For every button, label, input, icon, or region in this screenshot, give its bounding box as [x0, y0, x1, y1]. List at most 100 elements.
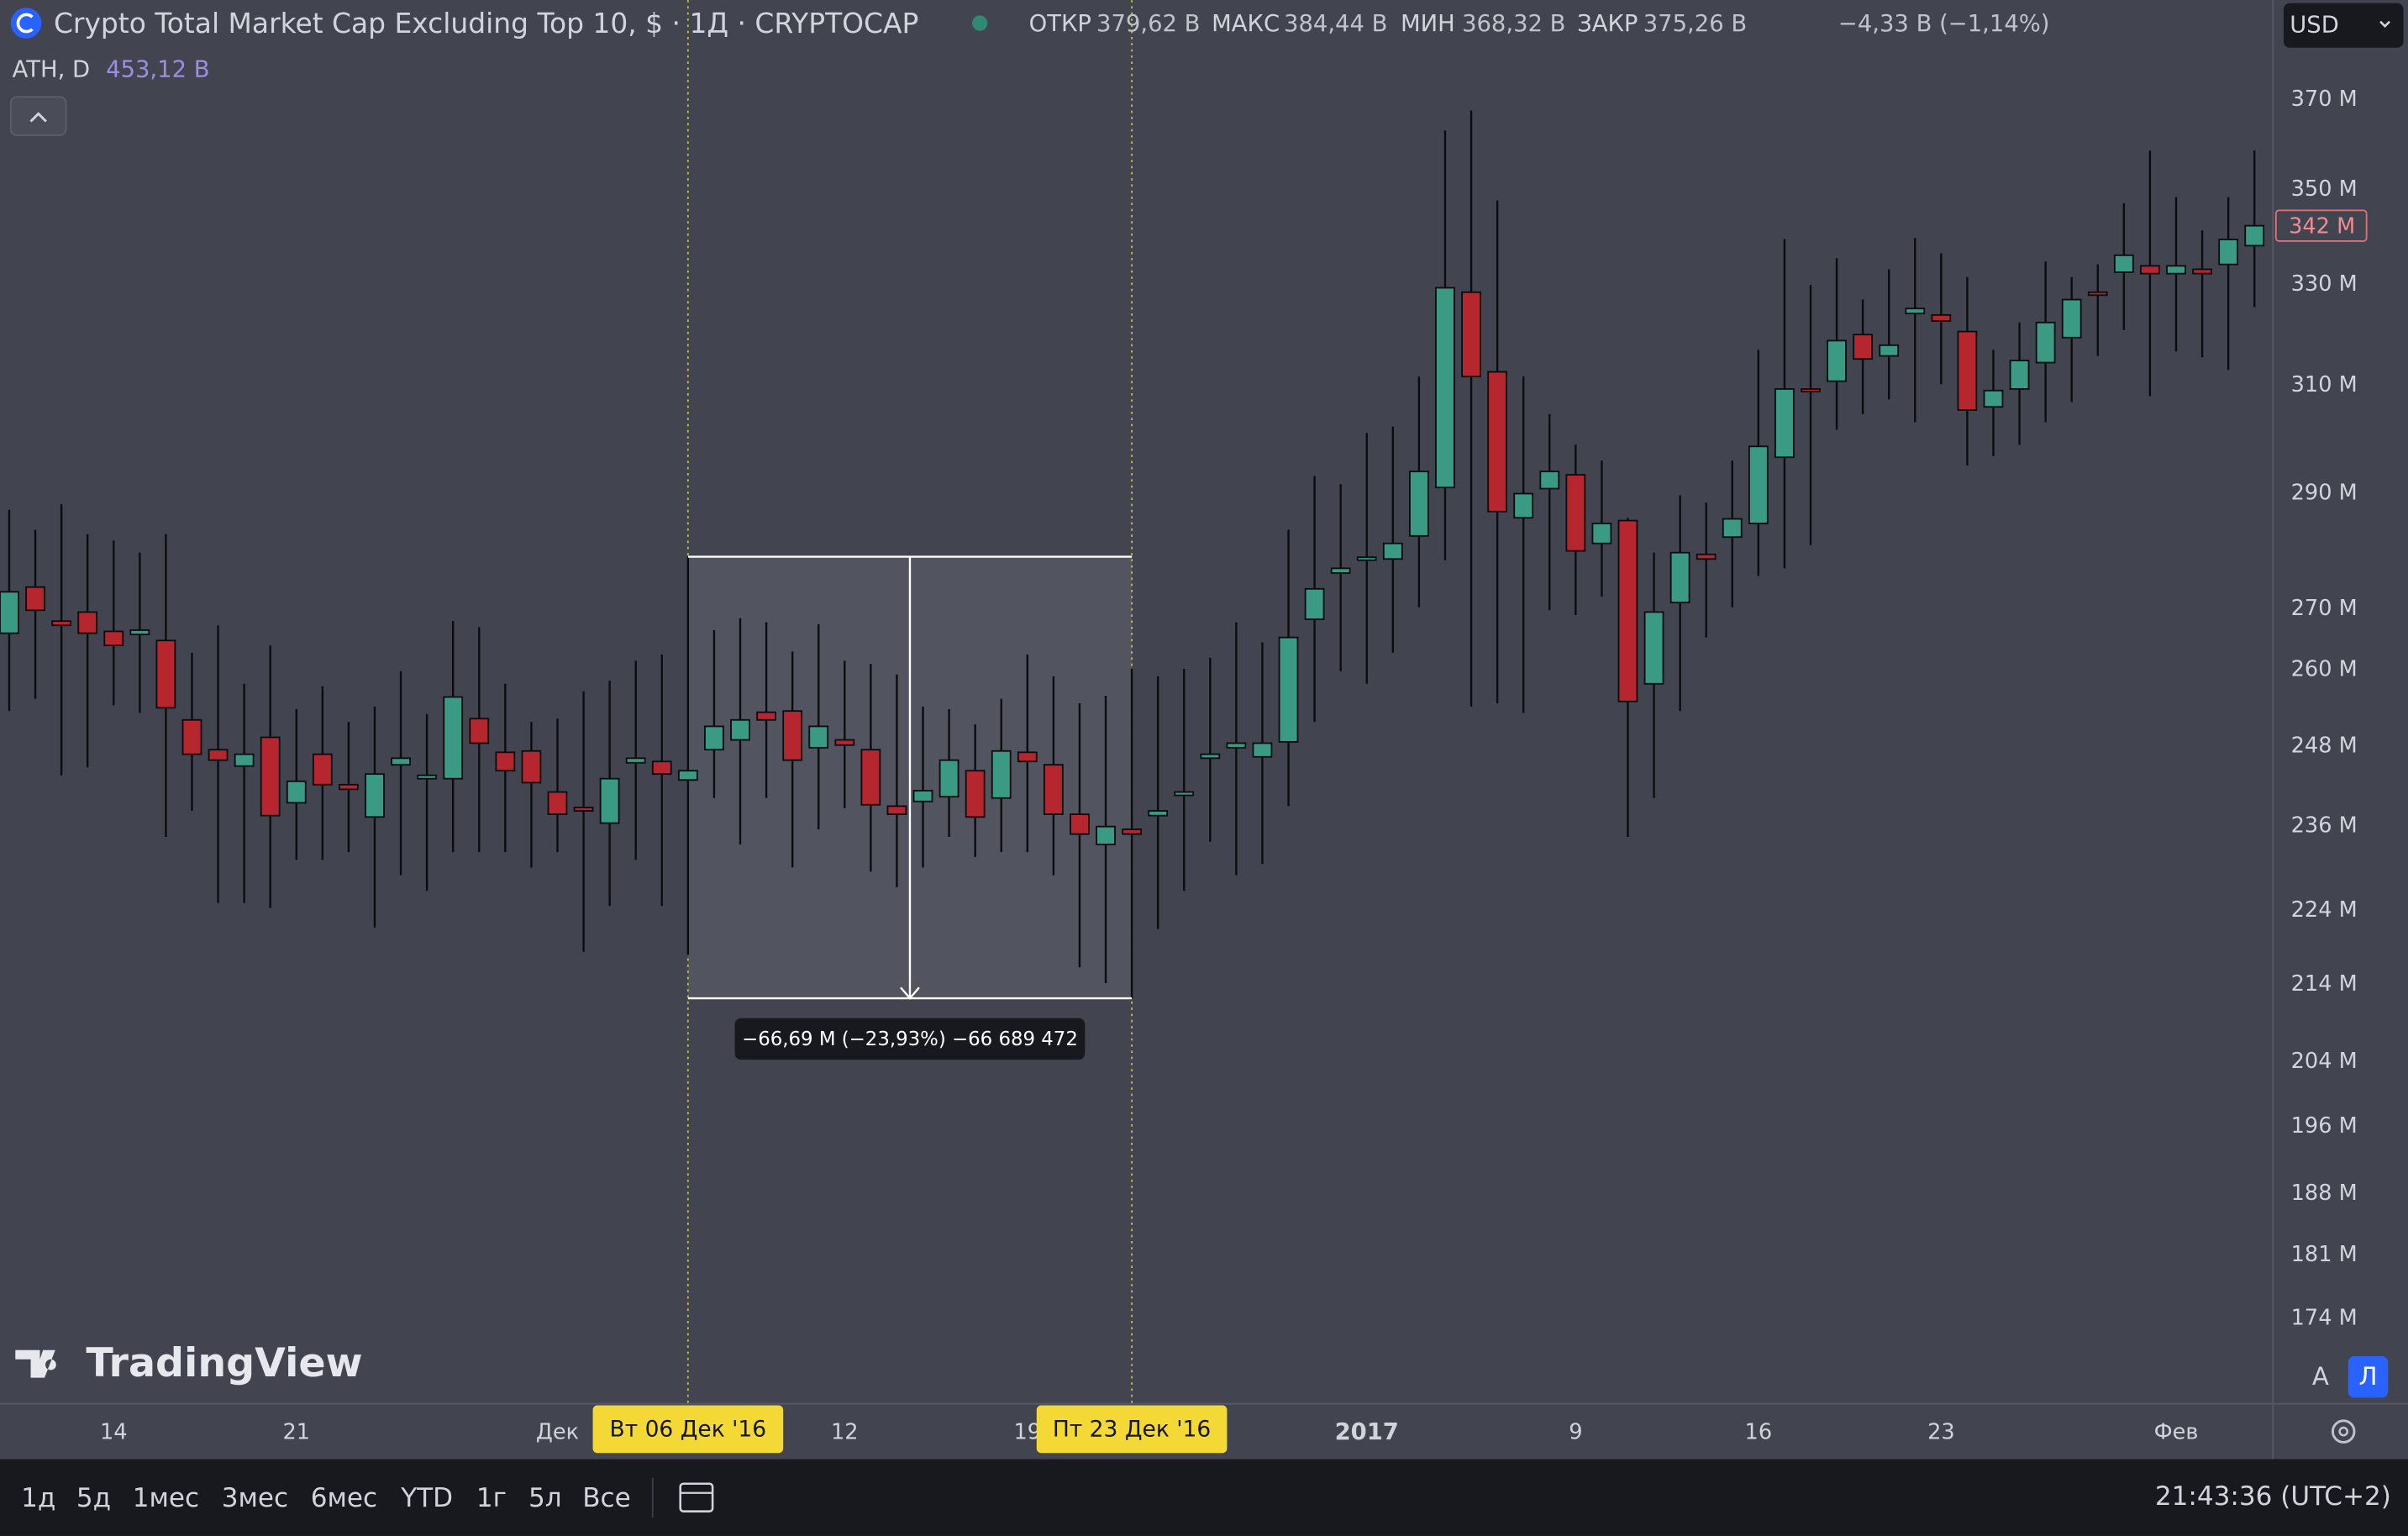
ohlc-value: 375,26 B [1643, 11, 1747, 37]
candle-body [2218, 239, 2239, 266]
candle-body [651, 760, 672, 776]
candle-body [886, 805, 907, 815]
candle-body [365, 773, 385, 818]
candle-body [2113, 254, 2134, 273]
candle-body [1382, 542, 1403, 560]
candle-body [1983, 389, 2004, 408]
candle-body [2061, 298, 2082, 339]
y-tick-label: 236 M [2291, 813, 2358, 839]
settings-icon[interactable] [2331, 1419, 2356, 1444]
y-tick-label: 204 M [2291, 1049, 2358, 1074]
range-button[interactable]: 6мес [311, 1483, 377, 1513]
ohlc-value: 379,62 B [1096, 11, 1200, 37]
tv-logo: TradingView [86, 1340, 362, 1386]
candle-body [521, 750, 542, 784]
ohlc-label: ЗАКР [1577, 11, 1638, 37]
candle-body [2192, 268, 2212, 275]
candle-body [1643, 611, 1664, 685]
last-price-tag [2274, 209, 2368, 242]
candle-body [965, 770, 986, 818]
candle-body [1801, 388, 1821, 392]
ohlc-label: МИН [1401, 11, 1455, 37]
candle-body [181, 718, 202, 755]
candle-body [625, 757, 646, 764]
candle-body [547, 791, 568, 815]
plot-area: −66,69 M (−23,93%) −66 689 472 [0, 0, 2265, 1404]
auto-scale-button[interactable]: A [2312, 1362, 2329, 1391]
candle-body [1539, 471, 1560, 490]
candle-body [417, 774, 438, 780]
candle-body [1853, 334, 1874, 360]
ath-value: 453,12 B [106, 57, 209, 83]
candle-body [1070, 813, 1090, 835]
range-button[interactable]: 3мес [222, 1483, 288, 1513]
y-tick-label: 270 M [2291, 596, 2358, 621]
date-badge-label: Пт 23 Дек '16 [1053, 1416, 1211, 1442]
candle-body [443, 696, 464, 780]
candle-body [1278, 636, 1299, 743]
range-button[interactable]: 5д [76, 1483, 111, 1513]
candle-body [1304, 587, 1325, 620]
candle-body [1931, 313, 1952, 322]
candle-body [234, 753, 255, 767]
x-tick-label: 14 [100, 1419, 128, 1444]
candle-body [312, 753, 333, 786]
date-badge-label: Вт 06 Дек '16 [610, 1416, 767, 1442]
candle-body [756, 711, 776, 721]
y-tick-label: 310 M [2291, 372, 2358, 397]
candle-body [1669, 551, 1690, 603]
candle-body [1748, 445, 1769, 524]
clock: 21:43:36 (UTC+2) [2155, 1481, 2391, 1512]
change: −4,33 B (−1,14%) [1838, 11, 2050, 37]
y-tick-label: 174 M [2291, 1306, 2358, 1331]
currency-arrow [2379, 20, 2390, 28]
settings-icon-center [2338, 1426, 2349, 1437]
candle-body [495, 751, 516, 772]
range-button[interactable]: 1г [476, 1483, 507, 1513]
range-button[interactable]: 1мес [133, 1483, 199, 1513]
range-button[interactable]: Все [582, 1483, 631, 1513]
range-button[interactable]: 5л [528, 1483, 562, 1513]
candle-body [1252, 742, 1273, 758]
y-tick-label: 214 M [2291, 971, 2358, 997]
candle-body [938, 759, 960, 798]
log-scale-button[interactable]: Л [2358, 1362, 2377, 1391]
candle-body [25, 586, 45, 612]
candle-body [1174, 791, 1195, 797]
range-button[interactable]: YTD [400, 1483, 453, 1513]
candle-body [834, 739, 855, 746]
range-button[interactable]: 1д [21, 1483, 55, 1513]
collapse-icon [29, 112, 47, 123]
candle-body [1330, 567, 1351, 574]
candle-body [1096, 825, 1116, 845]
candle-body [77, 611, 98, 634]
x-tick-label: 23 [1927, 1419, 1955, 1444]
candle-body [860, 749, 881, 806]
candle-body [339, 783, 359, 791]
candle-body [260, 736, 281, 817]
candle-body [2009, 360, 2030, 390]
goto-date-button[interactable] [679, 1482, 714, 1512]
log-scale-button-bg[interactable] [2348, 1356, 2389, 1398]
y-tick-label: 248 M [2291, 733, 2358, 758]
chart-title: Crypto Total Market Cap Excluding Top 10… [54, 7, 918, 39]
candle-body [2035, 321, 2056, 364]
y-tick-label: 181 M [2291, 1242, 2358, 1267]
candle-body [1356, 556, 1377, 561]
collapse-button[interactable] [9, 96, 67, 136]
y-tick-label: 290 M [2291, 480, 2358, 505]
candle-body [1879, 344, 1900, 357]
x-tick-label: Дек [536, 1419, 579, 1444]
ath-label: ATH, D [13, 57, 91, 83]
candle-body [469, 718, 490, 744]
currency: USD [2290, 13, 2339, 39]
candle-body [1148, 810, 1169, 817]
candle-body [1827, 339, 1847, 382]
currency-selector[interactable] [2283, 3, 2404, 48]
candle-body [1565, 474, 1586, 552]
candle-body [1774, 388, 1795, 459]
x-tick-label: 21 [282, 1419, 310, 1444]
